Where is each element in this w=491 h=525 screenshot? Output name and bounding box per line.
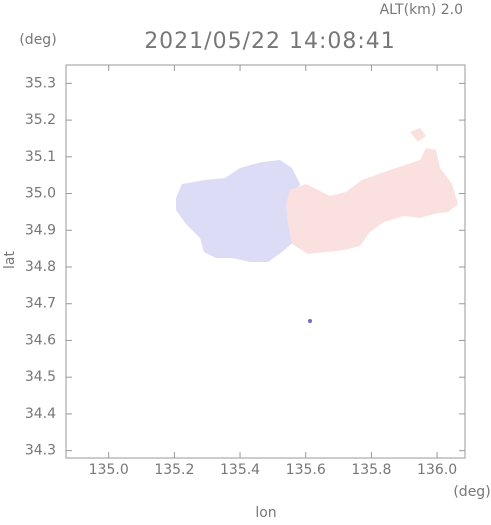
- y-tick-label: 34.5: [25, 369, 56, 385]
- y-tick-label: 35.0: [25, 186, 56, 202]
- y-tick-label: 34.3: [25, 443, 56, 459]
- y-tick-label: 34.6: [25, 332, 56, 348]
- y-tick-label: 34.4: [25, 406, 56, 422]
- y-tick-label: 34.9: [25, 222, 56, 238]
- x-tick-label: 135.6: [286, 462, 326, 478]
- y-tick-label: 34.8: [25, 259, 56, 275]
- negative-echo: [176, 160, 300, 262]
- y-tick-label: 35.3: [25, 75, 56, 91]
- x-tick-label: 135.4: [220, 462, 260, 478]
- positive-echo: [410, 128, 426, 142]
- positive-echo: [286, 148, 458, 254]
- echo-point: [308, 319, 312, 323]
- echo-field: [176, 128, 458, 323]
- y-tick-label: 35.2: [25, 112, 56, 128]
- x-axis-label: lon: [255, 505, 276, 521]
- x-unit: (deg): [453, 484, 490, 500]
- plot-frame: [65, 64, 466, 459]
- x-tick-label: 135.0: [89, 462, 129, 478]
- x-tick-label: 135.2: [154, 462, 194, 478]
- x-tick-label: 136.0: [417, 462, 457, 478]
- y-tick-label: 35.1: [25, 149, 56, 165]
- chart-title: 2021/05/22 14:08:41: [144, 29, 396, 54]
- y-unit: (deg): [19, 32, 56, 48]
- x-tick-label: 135.8: [351, 462, 391, 478]
- subtitle: ALT(km) 2.0: [380, 2, 463, 18]
- y-tick-label: 34.7: [25, 296, 56, 312]
- y-axis-label: lat: [2, 251, 18, 269]
